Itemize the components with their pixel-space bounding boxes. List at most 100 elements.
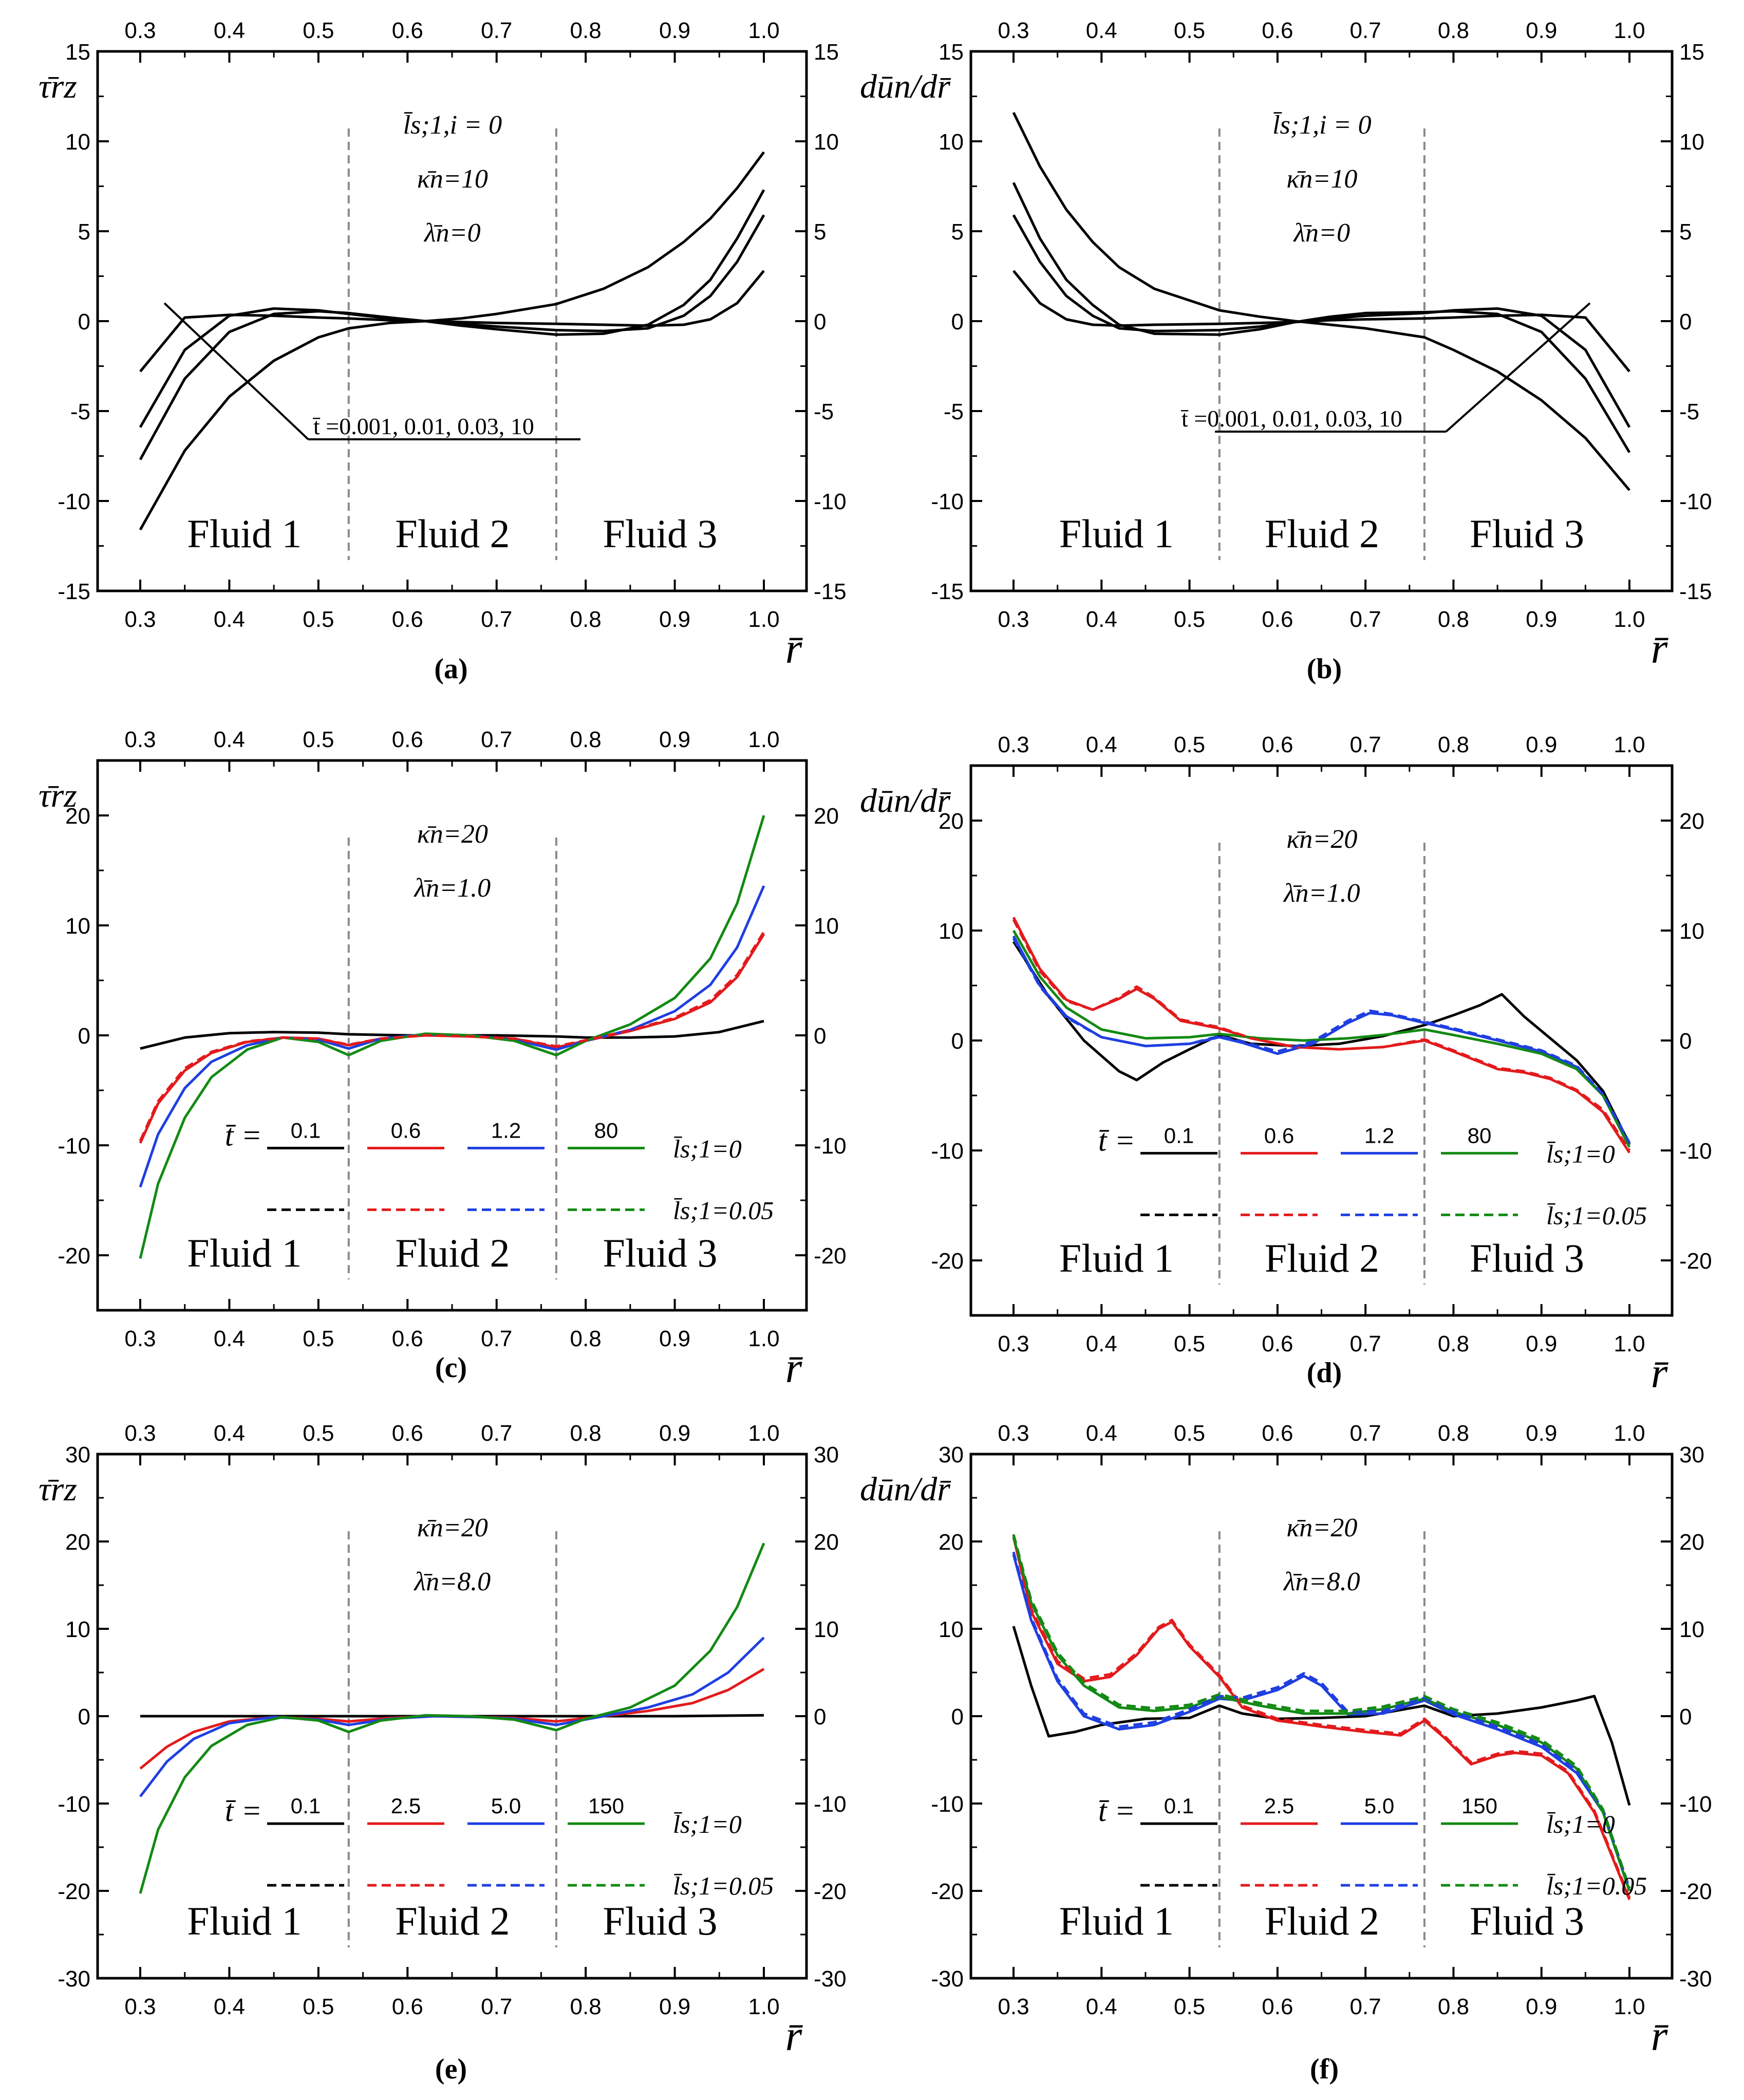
legend-solid-label: l̄s;1=0 (673, 1810, 742, 1838)
legend-t-label: t̄ = (1098, 1123, 1135, 1157)
x-axis-label: r̄ (785, 625, 803, 673)
y-tick-label-right: 0 (814, 309, 826, 334)
y-tick-label-right: 30 (814, 1442, 839, 1467)
legend-dashed-label: l̄s;1=0.05 (673, 1871, 774, 1900)
param-text: λ̄n=8.0 (1283, 1567, 1360, 1596)
panel-caption: (f) (1310, 2053, 1339, 2085)
chart-panel-f: 0.3 0.3 0.4 0.4 0.5 0.5 0.6 0.6 0.7 0.7 0.8 0.8 0.9 0… (860, 1421, 1712, 2085)
y-tick-label: -20 (931, 1879, 964, 1904)
x-tick-label: 0.6 (392, 1326, 423, 1351)
x-tick-label-top: 0.9 (659, 1421, 690, 1446)
x-tick-label: 0.8 (570, 1326, 602, 1351)
y-tick-label-right: -10 (1679, 489, 1712, 514)
legend-t-value: 2.5 (391, 1794, 421, 1818)
y-tick-label-right: 10 (814, 129, 839, 155)
series-line (1012, 1554, 1631, 1891)
y-tick-label-right: -10 (1679, 1139, 1712, 1164)
y-tick-label: -15 (931, 579, 964, 604)
x-tick-label-top: 0.6 (392, 727, 423, 752)
x-tick-label-top: 0.5 (1174, 1421, 1205, 1446)
x-tick-label-top: 0.4 (1086, 1421, 1117, 1446)
y-axis-label: dūn/dr̄ (860, 1471, 951, 1508)
panel-caption: (b) (1307, 653, 1342, 685)
fluid-label: Fluid 2 (1265, 1899, 1379, 1943)
x-tick-label-top: 1.0 (1614, 732, 1645, 757)
y-tick-label: -10 (931, 1792, 964, 1817)
legend-t-value: 5.0 (1364, 1794, 1394, 1818)
legend-dashed-label: l̄s;1=0.05 (673, 1196, 774, 1224)
x-tick-label: 0.9 (659, 1994, 690, 2019)
x-tick-label-top: 0.7 (1350, 732, 1381, 757)
chart-panel-b: 0.3 0.3 0.4 0.4 0.5 0.5 0.6 0.6 0.7 0.7 0.8 0.8 0.9 0… (860, 18, 1712, 685)
x-tick-label: 0.4 (1086, 1994, 1117, 2019)
x-tick-label-top: 0.9 (659, 727, 690, 752)
y-tick-label-right: 0 (1679, 309, 1692, 334)
param-text: λ̄n=0 (423, 218, 481, 248)
legend-solid-label: l̄s;1=0 (1546, 1810, 1615, 1838)
y-tick-label-right: 15 (814, 40, 839, 65)
x-tick-label: 0.7 (481, 1994, 512, 2019)
x-tick-label: 0.3 (124, 1994, 156, 2019)
y-tick-label: -15 (58, 579, 90, 604)
x-tick-label-top: 0.5 (303, 727, 334, 752)
x-tick-label-top: 0.4 (1086, 18, 1117, 43)
y-tick-label: 20 (939, 809, 964, 834)
y-tick-label-right: 30 (1679, 1442, 1704, 1467)
y-tick-label: 0 (78, 1704, 90, 1730)
y-tick-label: 20 (65, 804, 90, 829)
y-tick-label: -5 (70, 399, 90, 424)
y-tick-label: -20 (931, 1249, 964, 1274)
fluid-label: Fluid 2 (1265, 511, 1379, 556)
x-tick-label-top: 0.3 (998, 732, 1029, 757)
y-tick-label-right: -20 (1679, 1879, 1712, 1904)
y-tick-label-right: 20 (1679, 1530, 1704, 1555)
y-tick-label: 15 (65, 40, 90, 65)
fluid-label: Fluid 1 (187, 1231, 302, 1275)
y-tick-label-right: 20 (1679, 809, 1704, 834)
x-tick-label: 1.0 (1614, 1994, 1645, 2019)
series-line (139, 933, 765, 1144)
fluid-label: Fluid 1 (1059, 1899, 1174, 1943)
param-text: λ̄n=1.0 (414, 874, 491, 903)
fluid-label: Fluid 1 (1059, 511, 1174, 556)
x-tick-label-top: 0.3 (124, 1421, 156, 1446)
param-text: κ̄n=20 (417, 1513, 488, 1543)
series-line (139, 1668, 765, 1770)
x-tick-label: 0.5 (1174, 607, 1205, 632)
x-tick-label: 0.4 (214, 607, 245, 632)
y-tick-label-right: -10 (814, 489, 847, 514)
x-tick-label-top: 0.4 (214, 1421, 245, 1446)
x-tick-label: 0.8 (1438, 607, 1469, 632)
x-tick-label-top: 0.9 (1526, 1421, 1557, 1446)
x-tick-label: 0.6 (392, 1994, 423, 2019)
y-tick-label: 10 (65, 129, 90, 155)
x-tick-label-top: 0.3 (124, 727, 156, 752)
x-tick-label: 0.6 (1262, 607, 1293, 632)
y-axis-label: τ̄rz (39, 68, 77, 105)
legend-t-value: 80 (1468, 1123, 1492, 1147)
y-tick-label: -10 (58, 1792, 90, 1817)
series-line (1012, 1536, 1631, 1891)
x-tick-label: 1.0 (1614, 1331, 1645, 1356)
x-tick-label: 0.5 (1174, 1994, 1205, 2019)
y-tick-label-right: -10 (814, 1133, 847, 1159)
legend-t-value: 5.0 (491, 1794, 521, 1818)
x-tick-label-top: 0.9 (659, 18, 690, 43)
y-tick-label: 0 (78, 309, 90, 334)
y-tick-label: -10 (58, 489, 90, 514)
param-text: κ̄n=10 (417, 164, 488, 194)
y-tick-label-right: -10 (814, 1792, 847, 1817)
y-tick-label: -30 (931, 1966, 964, 1992)
x-tick-label-top: 0.4 (214, 18, 245, 43)
x-tick-label-top: 0.7 (1350, 1421, 1381, 1446)
y-tick-label: 30 (65, 1442, 90, 1467)
y-tick-label: 5 (78, 219, 90, 245)
x-tick-label: 0.3 (124, 607, 156, 632)
y-tick-label-right: 0 (814, 1024, 826, 1049)
x-tick-label: 0.7 (1350, 607, 1381, 632)
x-tick-label: 0.7 (481, 607, 512, 632)
x-axis-label: r̄ (1651, 625, 1669, 673)
x-tick-label: 0.4 (1086, 607, 1117, 632)
x-axis-label: r̄ (785, 2012, 803, 2060)
x-tick-label: 0.4 (1086, 1331, 1117, 1356)
